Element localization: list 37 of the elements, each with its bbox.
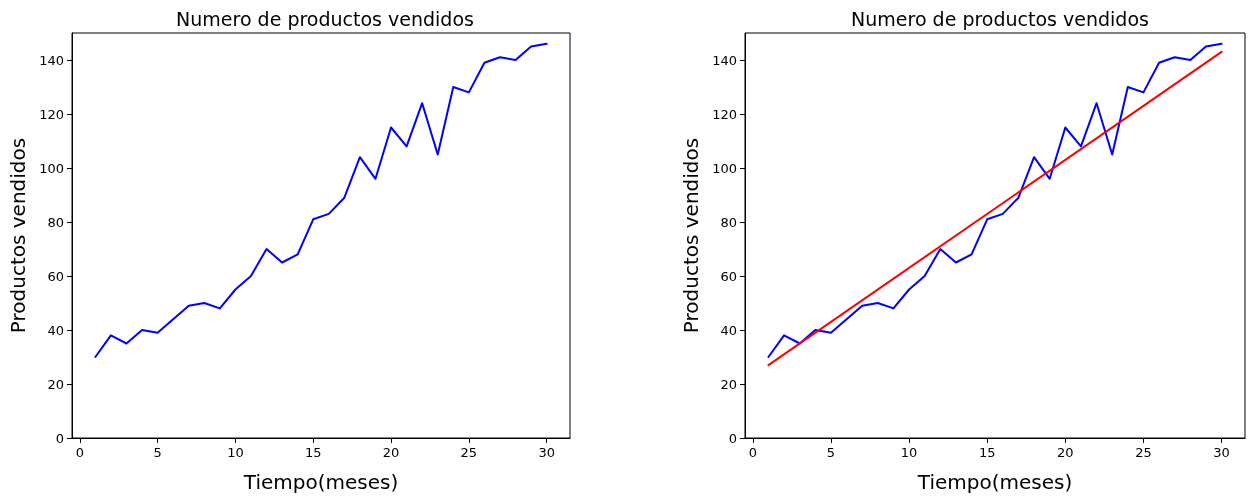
y-tick-label: 20 (720, 376, 737, 392)
chart-title: Numero de productos vendidos (851, 7, 1149, 30)
x-tick-label: 25 (460, 445, 478, 460)
x-tick-label: 0 (75, 445, 84, 460)
chart-title: Numero de productos vendidos (176, 7, 474, 30)
y-tick-label: 0 (728, 430, 737, 446)
y-axis-title: Productos vendidos (679, 137, 703, 334)
y-tick-label: 60 (720, 268, 737, 284)
x-tick-label: 15 (304, 445, 322, 460)
y-axis-title: Productos vendidos (6, 137, 30, 334)
y-tick-label: 60 (47, 268, 64, 284)
x-tick-label: 15 (978, 445, 996, 460)
x-axis-title: Tiempo(meses) (916, 470, 1073, 494)
x-tick-label: 30 (1213, 445, 1230, 460)
x-tick-label: 10 (227, 445, 244, 460)
x-tick-label: 25 (1135, 445, 1152, 460)
y-tick-label: 140 (712, 52, 737, 68)
y-tick-label: 80 (47, 214, 64, 230)
x-tick-label: 20 (1057, 445, 1074, 460)
x-tick-label: 10 (900, 445, 918, 460)
line-series (94, 42, 548, 358)
x-axis-title: Tiempo(meses) (242, 470, 399, 494)
y-tick-label: 120 (712, 106, 737, 122)
y-tick-label: 0 (55, 430, 64, 446)
y-tick-label: 40 (47, 322, 64, 338)
y-tick-label: 140 (39, 52, 64, 68)
x-tick-label: 0 (748, 445, 757, 460)
y-tick-label: 80 (720, 214, 737, 230)
y-tick-label: 40 (720, 322, 737, 338)
y-tick-label: 120 (39, 106, 64, 122)
y-tick-label: 100 (39, 160, 64, 176)
y-tick-label: 20 (47, 376, 64, 392)
x-tick-label: 5 (826, 445, 836, 460)
x-tick-label: 5 (153, 445, 162, 460)
x-tick-label: 30 (538, 445, 555, 460)
x-tick-label: 20 (382, 445, 400, 460)
y-tick-label: 100 (712, 160, 737, 176)
